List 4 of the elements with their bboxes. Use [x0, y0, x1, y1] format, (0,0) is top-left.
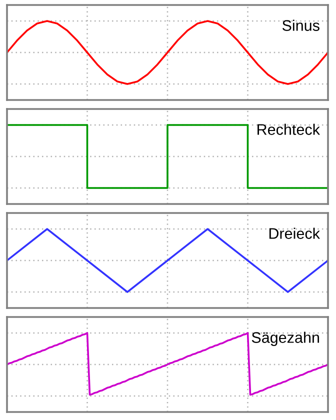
chart-title: Dreieck [269, 228, 320, 239]
chart-title: Rechteck [258, 124, 320, 135]
chart-title: Sinus [282, 20, 320, 31]
chart-title: Sägezahn [252, 332, 319, 346]
